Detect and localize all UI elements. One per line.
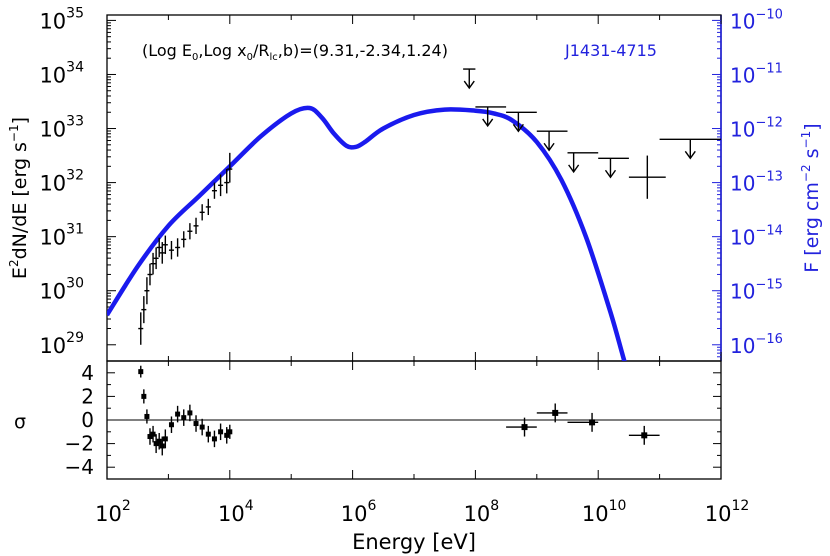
y-axis-label-right: F [erg cm−2 s−1] <box>799 123 823 272</box>
y-right-tick-label: 10−12 <box>730 116 783 142</box>
gamma-residual-point <box>589 419 596 426</box>
xray-residual-point <box>147 434 153 440</box>
sigma-tick-label: 0 <box>81 408 94 432</box>
y-right-tick-label: 10−16 <box>730 332 783 358</box>
xray-residual-point <box>175 411 181 417</box>
upper-limit-arrowhead <box>684 150 696 160</box>
y-left-tick-label: 1032 <box>39 168 84 196</box>
x-axis-label: Energy [eV] <box>352 530 476 554</box>
xray-residual-point <box>199 424 205 430</box>
sigma-tick-label: −4 <box>65 455 94 479</box>
xray-residual-point <box>159 443 165 449</box>
y-right-tick-label: 10−11 <box>730 61 783 87</box>
xray-residual-point <box>181 415 187 421</box>
x-tick-label: 104 <box>218 498 254 526</box>
y-right-tick-label: 10−14 <box>730 224 783 250</box>
x-tick-label: 1012 <box>705 498 750 526</box>
y-axis-label-left: E2dN/dE [erg s−1] <box>7 117 31 279</box>
sigma-axis-label: σ <box>14 411 26 433</box>
y-right-tick-label: 10−15 <box>730 278 783 304</box>
top-panel-frame <box>106 14 722 362</box>
xray-residual-point <box>141 393 147 399</box>
y-right-tick-label: 10−10 <box>730 7 783 33</box>
gamma-residual-point <box>641 432 648 439</box>
xray-residual-point <box>211 436 217 442</box>
xray-residual-point <box>187 410 193 416</box>
upper-limit-arrowhead <box>463 80 475 90</box>
xray-residual-point <box>168 422 174 428</box>
gamma-residual-point <box>521 424 528 431</box>
pulsar-name-label: J1431-4715 <box>564 41 657 60</box>
xray-residual-point <box>156 438 162 444</box>
xray-residual-point <box>153 441 159 447</box>
x-tick-label: 1010 <box>582 498 627 526</box>
y-left-tick-label: 1030 <box>39 276 84 304</box>
upper-limit-arrowhead <box>604 169 617 179</box>
sigma-tick-label: 4 <box>81 361 94 385</box>
xray-residual-point <box>138 369 144 375</box>
x-tick-label: 108 <box>464 498 500 526</box>
xray-residual-point <box>150 431 156 437</box>
upper-limit-arrowhead <box>482 118 494 128</box>
sigma-tick-label: −2 <box>65 432 94 456</box>
upper-limit-arrowhead <box>512 123 524 133</box>
model-curve <box>107 105 627 361</box>
x-tick-label: 102 <box>95 498 131 526</box>
xray-residual-point <box>162 436 168 442</box>
xray-residual-point <box>218 429 224 435</box>
y-right-tick-label: 10−13 <box>730 170 783 196</box>
xray-residual-point <box>193 421 199 427</box>
xray-residual-point <box>224 432 230 438</box>
upper-limit-arrowhead <box>543 142 555 152</box>
upper-limit-arrowhead <box>568 164 580 174</box>
y-left-tick-label: 1031 <box>39 222 84 250</box>
y-left-tick-label: 1029 <box>39 330 84 358</box>
sigma-tick-label: 2 <box>81 384 94 408</box>
gamma-residual-point <box>552 409 559 416</box>
x-tick-label: 106 <box>341 498 377 526</box>
xray-residual-point <box>227 429 233 435</box>
xray-residual-point <box>144 413 150 419</box>
y-left-tick-label: 1035 <box>39 5 84 33</box>
xray-residual-point <box>205 431 211 437</box>
model-parameter-annotation: (Log E0,Log x0/Rlc,b)=(9.31,-2.34,1.24) <box>142 41 448 63</box>
y-left-tick-label: 1033 <box>39 114 84 142</box>
y-left-tick-label: 1034 <box>39 59 84 87</box>
